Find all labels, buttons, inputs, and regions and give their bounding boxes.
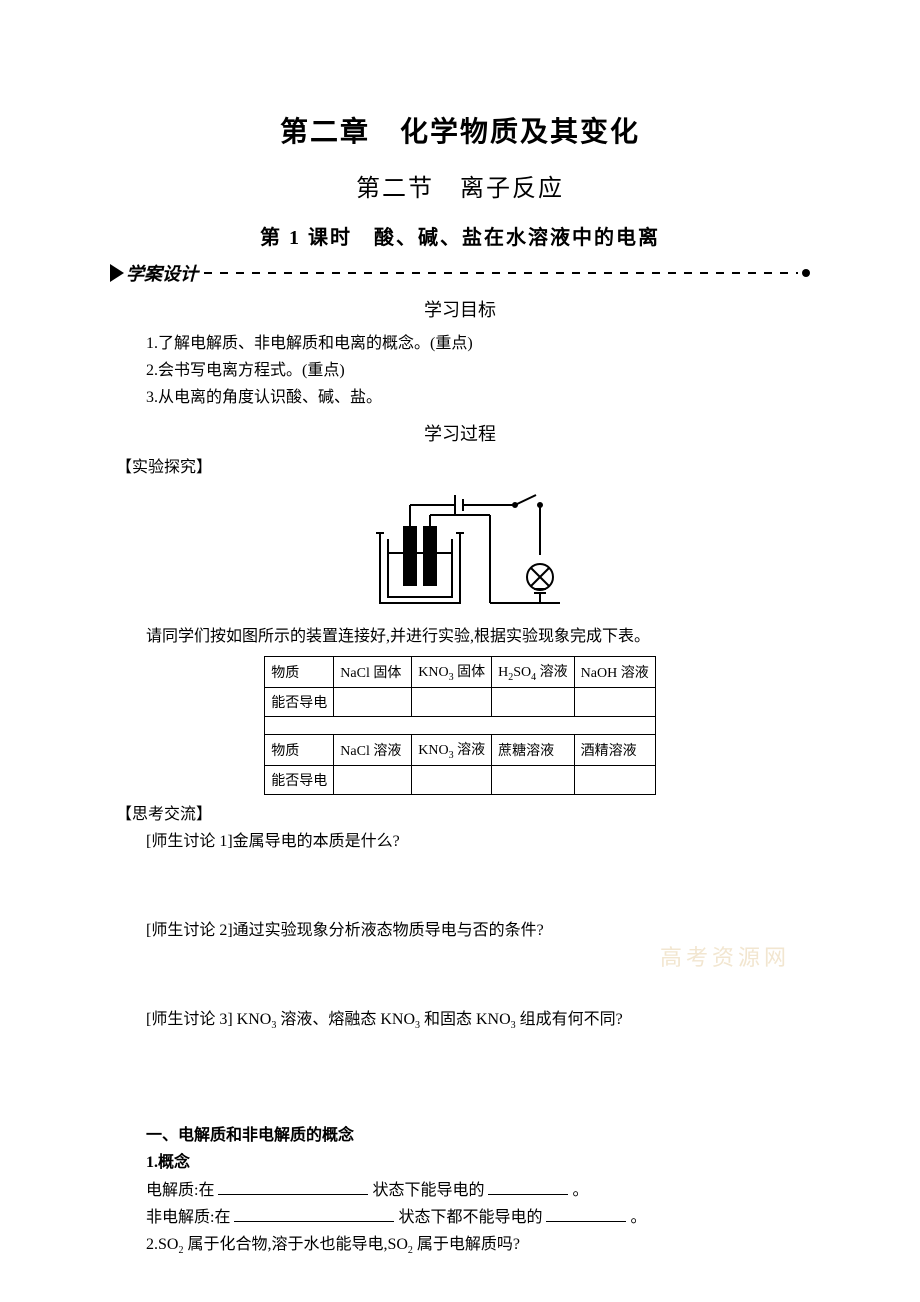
discussion-q1: [师生讨论 1]金属导电的本质是什么? — [146, 828, 810, 855]
section-title: 第二节 离子反应 — [110, 168, 810, 203]
blank-space — [110, 1034, 810, 1096]
chapter-title: 第二章 化学物质及其变化 — [110, 110, 810, 150]
table-cell — [492, 765, 575, 794]
concepts-heading: 一、电解质和非电解质的概念 — [146, 1122, 810, 1149]
concepts-sub1: 1.概念 — [146, 1149, 810, 1176]
goals-heading: 学习目标 — [110, 296, 810, 322]
nonelectrolyte-line: 非电解质:在 状态下都不能导电的 。 — [146, 1204, 810, 1231]
table-cell: NaCl 固体 — [334, 656, 412, 687]
text: 状态下能导电的 — [372, 1182, 484, 1199]
text: 电解质:在 — [146, 1182, 214, 1199]
table-cell: NaCl 溶液 — [334, 734, 412, 765]
table-cell — [412, 687, 492, 716]
table-cell: KNO3 溶液 — [412, 734, 492, 765]
text: 状态下都不能导电的 — [398, 1209, 542, 1226]
text: 。 — [630, 1209, 646, 1226]
text: 。 — [572, 1182, 588, 1199]
table-cell: 酒精溶液 — [574, 734, 655, 765]
row-label: 物质 — [265, 656, 334, 687]
fill-blank — [218, 1181, 368, 1195]
lesson-title: 第 1 课时 酸、碱、盐在水溶液中的电离 — [110, 221, 810, 250]
table-cell — [412, 765, 492, 794]
electrolyte-line: 电解质:在 状态下能导电的 。 — [146, 1177, 810, 1204]
discussion-q3: [师生讨论 3] KNO3 溶液、熔融态 KNO3 和固态 KNO3 组成有何不… — [146, 1006, 810, 1034]
row-label: 物质 — [265, 734, 334, 765]
fill-blank — [488, 1181, 568, 1195]
row-label: 能否导电 — [265, 765, 334, 794]
goal-item-3: 3.从电离的角度认识酸、碱、盐。 — [146, 384, 810, 411]
blank-space — [110, 855, 810, 917]
row-label: 能否导电 — [265, 687, 334, 716]
table-row: 物质 NaCl 固体 KNO3 固体 H2SO4 溶液 NaOH 溶液 — [265, 656, 655, 687]
table-row: 能否导电 — [265, 765, 655, 794]
experiment-table-1: 物质 NaCl 固体 KNO3 固体 H2SO4 溶液 NaOH 溶液 能否导电… — [264, 656, 655, 795]
triangle-icon — [110, 264, 124, 282]
table-cell — [334, 765, 412, 794]
discussion-q2: [师生讨论 2]通过实验现象分析液态物质导电与否的条件? — [146, 917, 810, 944]
banner-dashes — [204, 272, 798, 274]
table-cell — [334, 687, 412, 716]
banner: 学案设计 — [110, 260, 810, 286]
table-cell — [492, 687, 575, 716]
concepts-sub2: 2.SO2 属于化合物,溶于水也能导电,SO2 属于电解质吗? — [146, 1231, 810, 1259]
table-cell: 蔗糖溶液 — [492, 734, 575, 765]
blank-space — [110, 944, 810, 1006]
table-cell: H2SO4 溶液 — [492, 656, 575, 687]
table-row: 能否导电 — [265, 687, 655, 716]
banner-dot-icon — [802, 269, 810, 277]
experiment-label: 【实验探究】 — [116, 454, 810, 481]
table-cell: KNO3 固体 — [412, 656, 492, 687]
table-cell: NaOH 溶液 — [574, 656, 655, 687]
experiment-instruction: 请同学们按如图所示的装置连接好,并进行实验,根据实验现象完成下表。 — [146, 623, 810, 650]
circuit-diagram — [110, 485, 810, 615]
banner-label: 学案设计 — [126, 260, 198, 286]
process-heading: 学习过程 — [110, 420, 810, 446]
fill-blank — [234, 1208, 394, 1222]
table-row: 物质 NaCl 溶液 KNO3 溶液 蔗糖溶液 酒精溶液 — [265, 734, 655, 765]
goal-item-1: 1.了解电解质、非电解质和电离的概念。(重点) — [146, 330, 810, 357]
table-cell — [574, 765, 655, 794]
table-cell — [574, 687, 655, 716]
table-row-spacer — [265, 716, 655, 734]
fill-blank — [546, 1208, 626, 1222]
text: 非电解质:在 — [146, 1209, 230, 1226]
goal-item-2: 2.会书写电离方程式。(重点) — [146, 357, 810, 384]
discussion-label: 【思考交流】 — [116, 801, 810, 828]
